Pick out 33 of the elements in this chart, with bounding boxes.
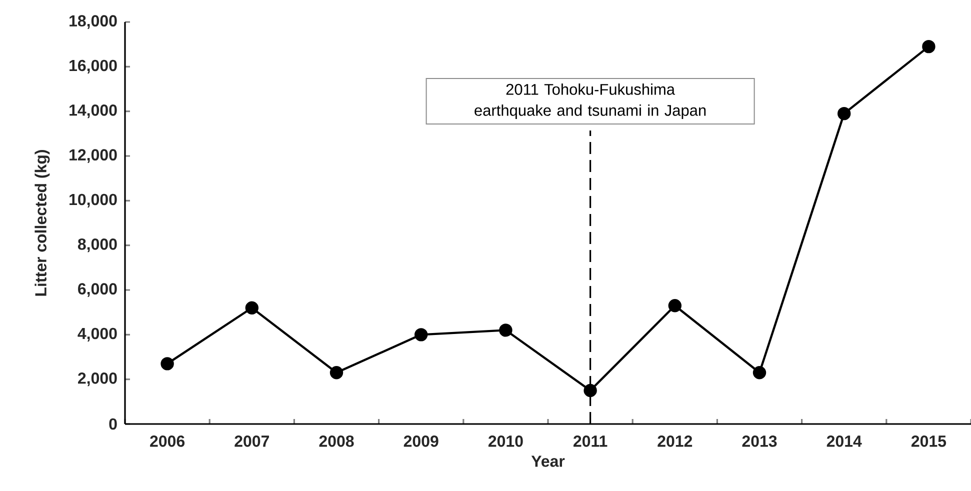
point: [499, 324, 512, 337]
point: [922, 40, 936, 54]
point: [584, 384, 597, 398]
y-tick-label: 16,000: [70, 60, 117, 74]
x-tick-label: 2010: [488, 436, 523, 447]
y-tick-label: 4,000: [78, 328, 117, 342]
point: [414, 328, 428, 342]
ref-line-label: 2011 Tohoku-Fukushima earthquake and tsunami in Japan: [474, 83, 706, 119]
y-tick-label: 0: [109, 418, 117, 430]
x-tick-label: 2015: [911, 436, 946, 447]
x-tick-label: 2014: [826, 436, 862, 447]
y-tick-label: 2,000: [78, 372, 117, 386]
y-tick-label: 8,000: [78, 238, 117, 252]
x-tick-label: 2008: [319, 436, 354, 447]
point: [668, 299, 682, 312]
y-tick-label: 6,000: [78, 283, 117, 297]
point: [330, 366, 344, 380]
x-tick-label: 2009: [404, 436, 438, 447]
x-tick-label: 2006: [150, 436, 185, 447]
x-tick-label: 2007: [234, 436, 269, 447]
y-tick-label: 18,000: [70, 15, 117, 29]
y-tick-label: 14,000: [70, 104, 117, 118]
point: [838, 106, 851, 120]
point: [752, 366, 766, 380]
x-tick-label: 2011: [574, 436, 608, 447]
x-tick-label: 2013: [742, 436, 777, 447]
y-tick-label: 10,000: [70, 194, 117, 208]
point: [160, 357, 174, 370]
point: [245, 301, 258, 314]
x-tick-label: 2012: [658, 436, 692, 447]
x-axis-title: Year: [531, 456, 565, 467]
y-tick-label: 12,000: [70, 149, 117, 163]
y-axis-title: Litter collected (kg): [34, 150, 50, 296]
